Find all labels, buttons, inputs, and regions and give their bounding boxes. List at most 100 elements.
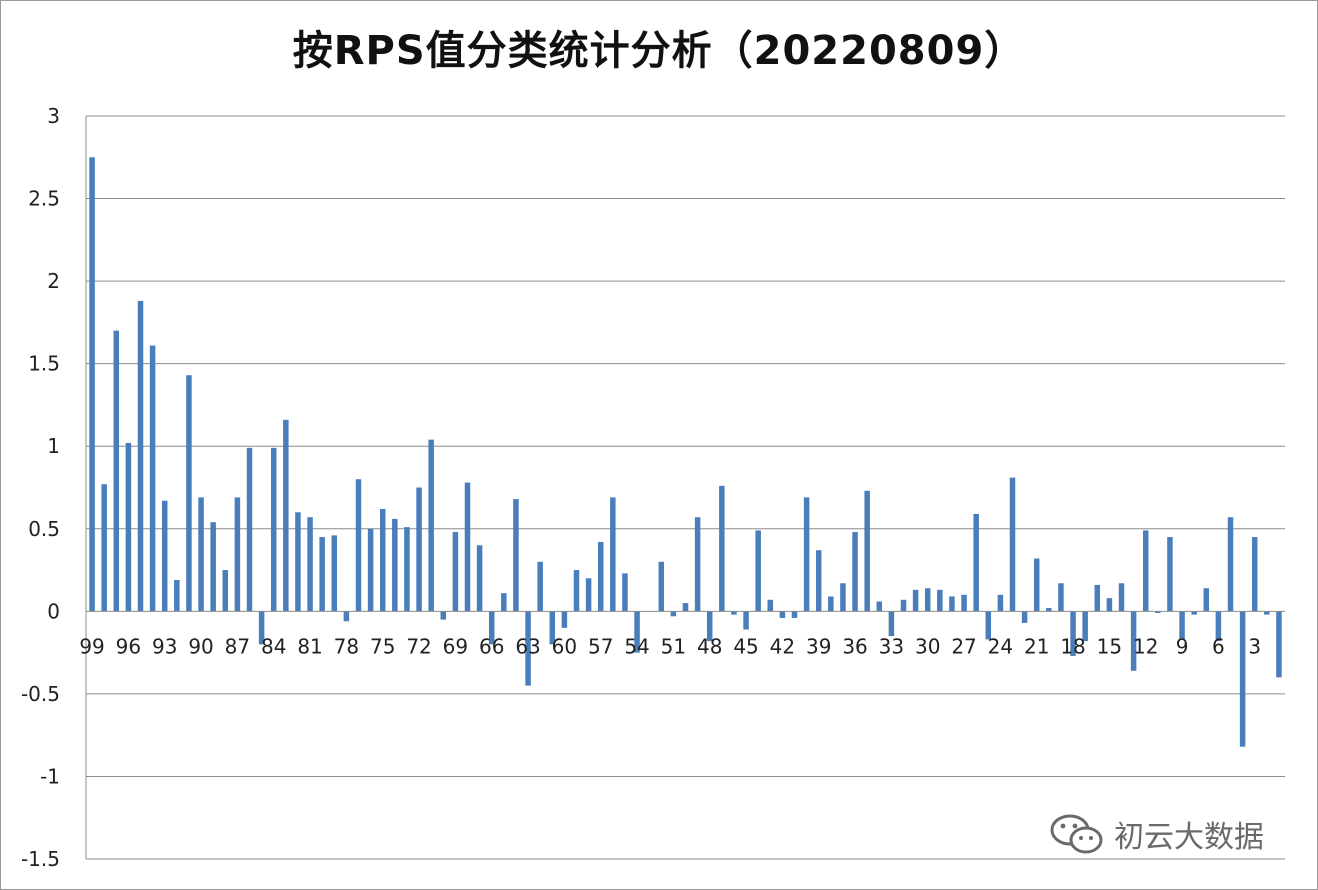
x-tick-label: 54 <box>624 634 649 658</box>
bar-18 <box>1070 611 1076 656</box>
bar-70 <box>440 611 447 620</box>
bar-57 <box>597 541 604 612</box>
y-tick-label: 1.5 <box>28 352 60 376</box>
bar-91 <box>186 375 192 612</box>
x-tick-label: 30 <box>915 634 940 658</box>
bar-2 <box>1264 611 1270 615</box>
x-tick-label: 21 <box>1024 634 1049 658</box>
x-tick-label: 84 <box>261 634 286 658</box>
bar-31 <box>912 589 919 612</box>
x-tick-label: 51 <box>661 634 686 658</box>
y-tick-label: -1.5 <box>21 847 60 871</box>
bar-5 <box>1227 517 1234 612</box>
bar-12 <box>1142 530 1149 612</box>
bar-42 <box>779 611 786 618</box>
bar-37 <box>840 583 846 612</box>
x-tick-label: 42 <box>770 634 795 658</box>
x-tick-label: 39 <box>806 634 831 658</box>
x-tick-label: 3 <box>1248 634 1261 658</box>
bar-32 <box>900 599 907 612</box>
x-tick-label: 60 <box>552 634 577 658</box>
bar-89 <box>210 522 216 612</box>
bar-26 <box>973 513 979 612</box>
bar-4 <box>1239 611 1246 747</box>
y-tick-label: 0.5 <box>28 517 60 541</box>
bar-11 <box>1155 611 1161 613</box>
y-tick-label: 0 <box>47 599 60 623</box>
x-tick-label: 15 <box>1097 634 1122 658</box>
x-tick-label: 18 <box>1060 634 1085 658</box>
bar-43 <box>767 599 774 612</box>
bar-29 <box>937 589 943 612</box>
chart-title: 按RPS值分类统计分析（20220809） <box>292 28 1026 74</box>
bar-45 <box>743 611 749 630</box>
bar-22 <box>1021 611 1028 623</box>
x-tick-label: 45 <box>733 634 758 658</box>
x-tick-label: 66 <box>479 634 504 658</box>
bar-90 <box>198 497 204 612</box>
bar-47 <box>719 485 725 612</box>
bar-48 <box>706 611 713 642</box>
bar-69 <box>452 532 459 612</box>
bar-60 <box>561 611 568 628</box>
x-tick-label: 6 <box>1212 634 1225 658</box>
bar-71 <box>428 439 434 612</box>
x-tick-label: 9 <box>1176 634 1189 658</box>
bar-80 <box>319 537 325 612</box>
bar-63 <box>525 611 531 686</box>
bar-61 <box>549 611 556 645</box>
bar-1 <box>1276 611 1282 678</box>
y-tick-label: -1 <box>40 764 60 788</box>
bar-10 <box>1167 537 1173 612</box>
x-tick-label: 87 <box>225 634 250 658</box>
bar-77 <box>355 479 362 612</box>
bar-74 <box>392 518 398 612</box>
x-tick-label: 75 <box>370 634 395 658</box>
bar-7 <box>1203 588 1210 612</box>
bar-19 <box>1058 583 1064 612</box>
x-tick-label: 24 <box>988 634 1013 658</box>
x-tick-label: 93 <box>152 634 177 658</box>
x-tick-label: 90 <box>188 634 213 658</box>
bar-14 <box>1118 583 1125 612</box>
y-tick-label: 1 <box>47 434 60 458</box>
bar-54 <box>634 611 640 653</box>
bar-79 <box>331 535 338 612</box>
watermark: 初云大数据 <box>1048 812 1264 856</box>
bar-44 <box>755 530 761 612</box>
bar-55 <box>622 573 628 612</box>
x-tick-label: 96 <box>116 634 141 658</box>
bars <box>89 157 1282 747</box>
gridlines <box>86 115 1285 860</box>
x-tick-label: 33 <box>879 634 904 658</box>
bar-75 <box>379 508 386 612</box>
x-tick-label: 69 <box>443 634 468 658</box>
bar-8 <box>1191 611 1197 615</box>
bar-15 <box>1106 598 1113 612</box>
bar-49 <box>694 517 701 612</box>
bar-93 <box>161 500 168 612</box>
bar-39 <box>815 550 822 612</box>
bar-3 <box>1251 537 1258 612</box>
x-tick-label: 27 <box>951 634 976 658</box>
bar-23 <box>1009 477 1016 612</box>
bar-78 <box>343 611 350 622</box>
x-tick-label: 72 <box>406 634 431 658</box>
bar-95 <box>137 300 144 612</box>
bar-65 <box>501 593 507 612</box>
bar-96 <box>125 442 132 612</box>
watermark-text: 初云大数据 <box>1114 820 1264 855</box>
bar-46 <box>731 611 737 615</box>
x-tick-label: 48 <box>697 634 722 658</box>
y-tick-label: -0.5 <box>21 682 60 706</box>
bar-73 <box>404 527 410 612</box>
bar-21 <box>1033 558 1040 612</box>
bar-94 <box>149 345 156 612</box>
y-axis-ticks: 3 2.5 2 1.5 1 0.5 0 -0.5 -1 -1.5 <box>21 104 60 871</box>
bar-86 <box>246 447 253 612</box>
bar-50 <box>682 603 689 612</box>
x-tick-label: 99 <box>79 634 104 658</box>
bar-87 <box>234 497 241 612</box>
bar-9 <box>1179 611 1185 640</box>
bar-81 <box>307 517 313 612</box>
